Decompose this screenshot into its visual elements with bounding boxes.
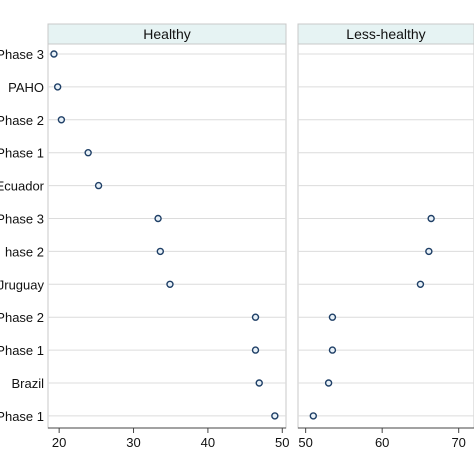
row-label: Phase 3 <box>0 47 44 62</box>
x-tick-label: 40 <box>201 435 215 450</box>
row-label: Phase 1 <box>0 146 44 161</box>
panel-frame <box>47 43 287 429</box>
panel-title: Less-healthy <box>346 26 425 42</box>
data-point <box>166 280 174 288</box>
data-point <box>324 379 333 387</box>
panel-frame <box>297 43 474 429</box>
x-tick-label: 30 <box>126 435 140 450</box>
row-label: Phase 3 <box>0 212 44 227</box>
x-tick-label: 20 <box>52 435 66 450</box>
x-tick-label: 60 <box>375 435 389 450</box>
panel-strip <box>47 23 287 45</box>
x-tick-label: 70 <box>451 435 465 450</box>
data-point <box>156 247 165 256</box>
data-point <box>271 412 279 420</box>
data-point <box>427 214 435 223</box>
panel-title: Healthy <box>143 26 190 42</box>
row-label: PAHO <box>8 80 44 95</box>
data-point <box>309 412 318 420</box>
data-point <box>425 247 433 256</box>
data-point <box>50 50 58 58</box>
data-point <box>53 83 62 91</box>
row-label: Ecuador <box>0 179 45 194</box>
row-label: Brazil <box>11 376 44 391</box>
data-point <box>57 116 66 124</box>
row-label: Phase 1 <box>0 409 44 424</box>
x-tick-label: 50 <box>298 435 312 450</box>
panel-strip <box>297 23 474 45</box>
row-label: hase 2 <box>5 244 44 259</box>
data-point <box>416 280 425 288</box>
row-label: Phase 1 <box>0 343 44 358</box>
data-point <box>328 346 337 354</box>
data-point <box>255 379 263 387</box>
data-point <box>328 313 337 321</box>
data-point <box>251 313 260 321</box>
data-point <box>154 214 162 223</box>
row-label: Phase 2 <box>0 310 44 325</box>
data-point <box>84 148 92 157</box>
data-point <box>94 181 103 190</box>
x-tick-label: 50 <box>275 435 289 450</box>
data-point <box>251 346 260 354</box>
row-label: Jruguay <box>0 277 44 292</box>
row-label: Phase 2 <box>0 113 44 128</box>
